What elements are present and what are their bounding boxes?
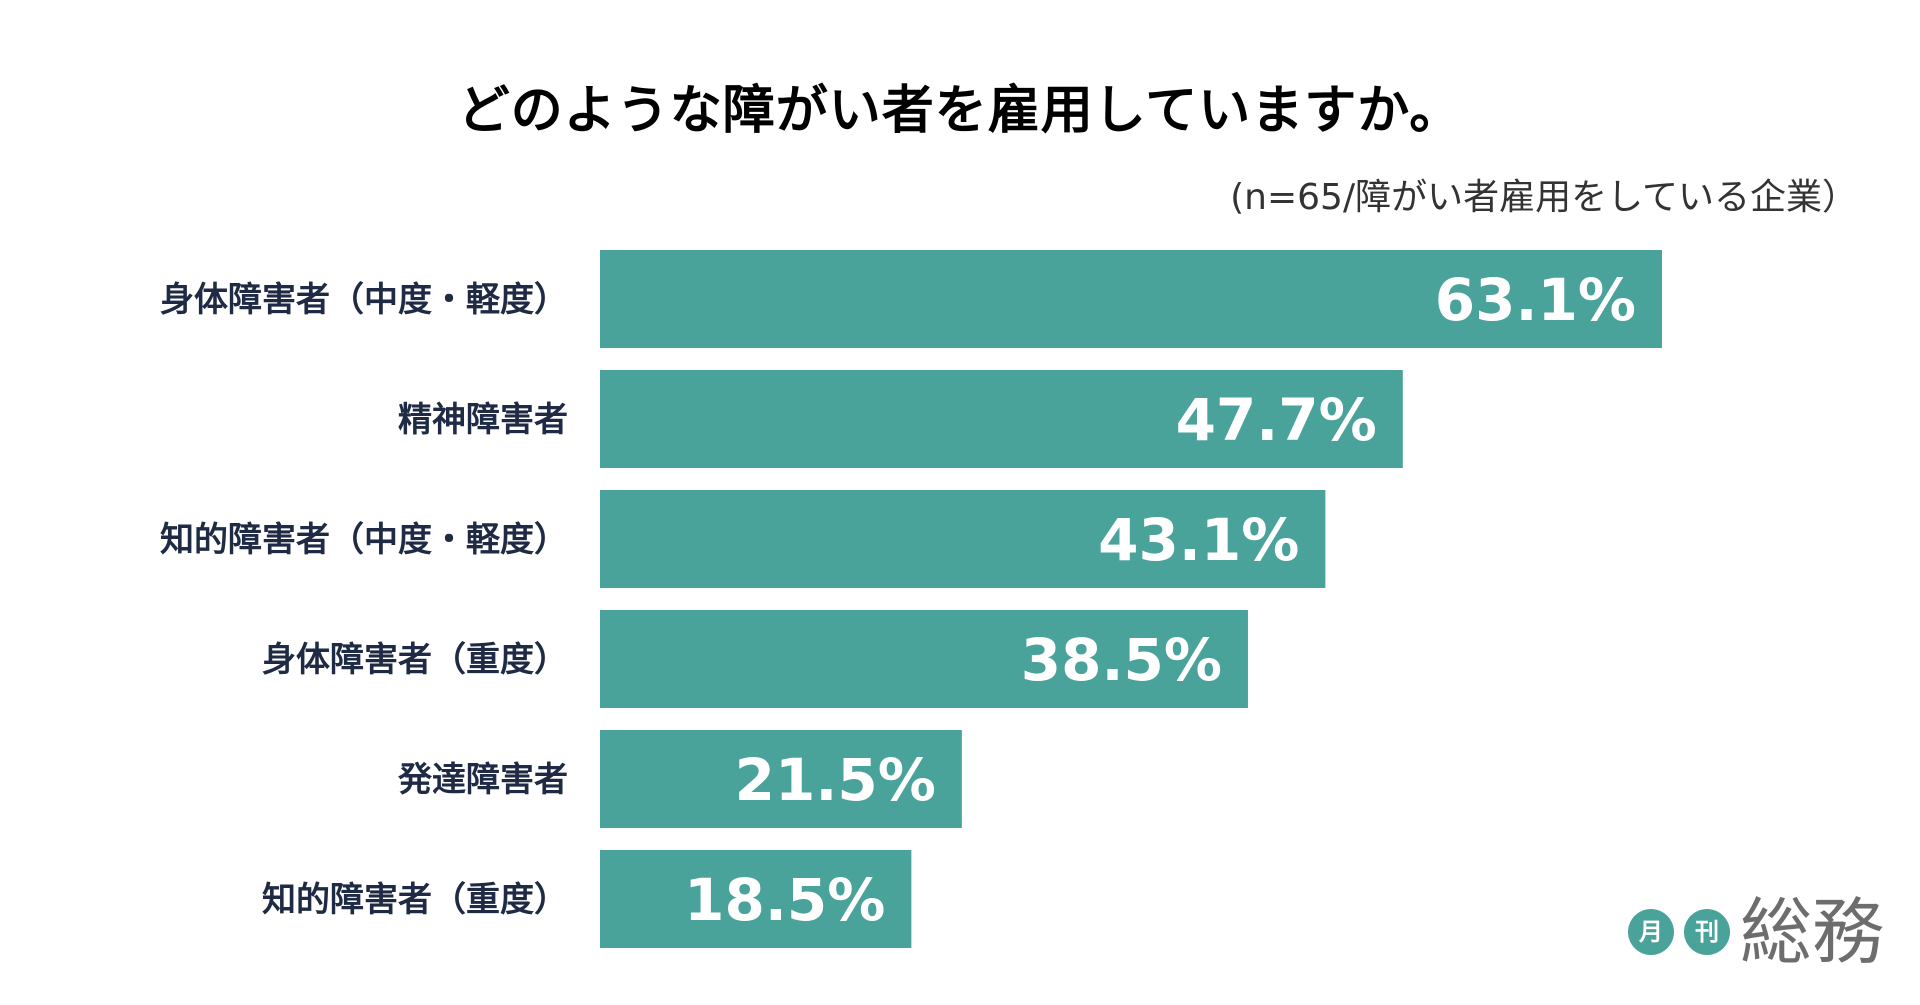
value-label-2: 43.1%	[1098, 506, 1299, 574]
bar-4	[600, 730, 962, 828]
gekkan-somu-logo: 月 刊 総務	[1628, 887, 1898, 977]
value-label-5: 18.5%	[684, 866, 885, 934]
category-label-1: 精神障害者	[398, 400, 568, 440]
logo-badge-1: 月	[1628, 909, 1674, 955]
chart-subtitle: (n=65/障がい者雇用をしている企業）	[1230, 177, 1858, 218]
bar-0	[600, 250, 1662, 348]
value-label-3: 38.5%	[1021, 626, 1222, 694]
value-label-1: 47.7%	[1176, 386, 1377, 454]
category-label-4: 発達障害者	[398, 760, 568, 800]
bar-5	[600, 850, 912, 948]
category-label-2: 知的障害者（中度・軽度）	[160, 520, 568, 560]
category-label-0: 身体障害者（中度・軽度）	[160, 280, 568, 320]
logo-badge-2: 刊	[1684, 909, 1730, 955]
bar-1	[600, 370, 1403, 468]
bar-3	[600, 610, 1248, 708]
value-label-4: 21.5%	[735, 746, 936, 814]
logo-wordmark: 総務	[1740, 890, 1885, 974]
value-label-0: 63.1%	[1435, 266, 1636, 334]
bar-2	[600, 490, 1326, 588]
category-label-3: 身体障害者（重度）	[262, 640, 568, 680]
category-label-5: 知的障害者（重度）	[262, 880, 568, 920]
chart-title: どのような障がい者を雇用していますか。	[457, 81, 1463, 141]
